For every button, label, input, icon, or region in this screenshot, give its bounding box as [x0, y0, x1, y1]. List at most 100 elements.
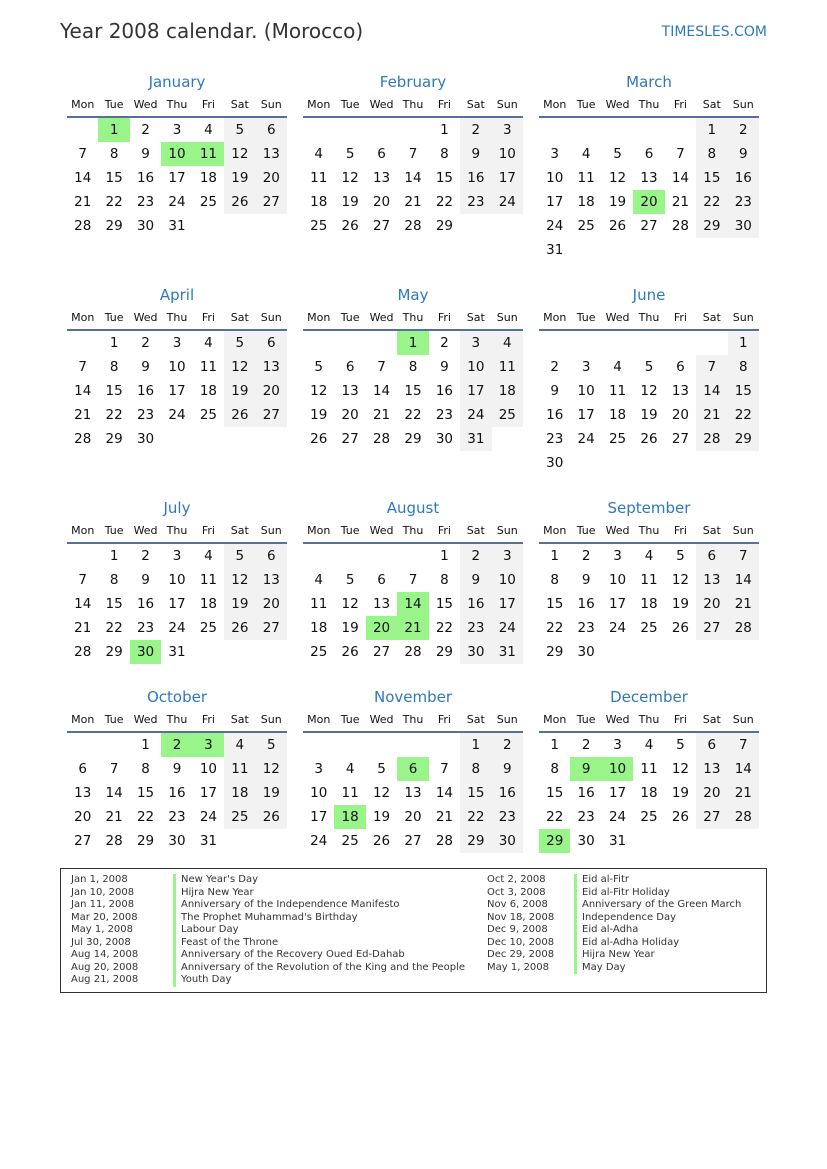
empty-cell: [334, 544, 365, 568]
day-cell: 24: [491, 190, 523, 214]
empty-cell: [429, 733, 460, 757]
day-cell: 15: [546, 596, 564, 612]
day-cell: 20: [255, 592, 287, 616]
legend-row: Jan 10, 2008 Hijra New Year: [71, 886, 471, 899]
day-cell: 12: [608, 170, 627, 186]
holiday-legend: Jan 1, 2008 New Year's Day Jan 10, 2008 Hij…: [60, 868, 767, 993]
day-cell: 23: [460, 616, 492, 640]
weekday-label: Sun: [496, 98, 518, 111]
day-cell: 17: [168, 170, 186, 186]
weekday-label: Thu: [638, 713, 660, 726]
day-cell: 29: [404, 431, 422, 447]
day-cell: 7: [408, 572, 418, 588]
day-cell: 1: [550, 548, 559, 564]
day-cell: 21: [404, 194, 422, 210]
day-cell: 24: [608, 620, 627, 636]
day-cell: 17: [608, 596, 627, 612]
holiday-day-cell: 3: [192, 733, 225, 757]
weekday-label: Tue: [576, 98, 596, 111]
day-cell: 8: [727, 355, 759, 379]
weekday-header: Mon Tue Wed Thu Fri Sat Sun: [67, 520, 287, 544]
day-cell: 4: [204, 548, 213, 564]
day-cell: 8: [109, 359, 119, 375]
holiday-name: Hijra New Year: [574, 949, 655, 962]
weekday-label: Fri: [673, 98, 687, 111]
month-august: August Mon Tue Wed Thu Fri Sat Sun 1 2 3 4 5 6 7 8 9 10 11…: [303, 496, 523, 664]
holiday-name: Hijra New Year: [173, 886, 254, 899]
day-cell: 13: [671, 383, 690, 399]
legend-row: Aug 14, 2008 Anniversary of the Recovery …: [71, 949, 471, 962]
day-cell: 25: [224, 805, 256, 829]
day-cell: 24: [577, 431, 595, 447]
page-title: Year 2008 calendar. (Morocco): [60, 19, 364, 43]
holiday-name: May Day: [574, 961, 626, 974]
weekday-header: Mon Tue Wed Thu Fri Sat Sun: [67, 307, 287, 331]
day-cell: 1: [141, 737, 150, 753]
days-grid: 1 2 3 4 5 6 7 8 9 10 11 12 13 14 15 16 17 18 19 20 21 22 23 24 2…: [303, 118, 523, 238]
day-cell: 16: [460, 592, 492, 616]
weekday-label: Mon: [543, 713, 567, 726]
day-cell: 27: [255, 190, 287, 214]
day-cell: 16: [168, 785, 186, 801]
day-cell: 12: [341, 170, 359, 186]
brand-link[interactable]: TIMESLES.COM: [661, 24, 767, 40]
day-cell: 24: [310, 833, 328, 849]
holiday-day-cell: 14: [397, 592, 429, 616]
day-cell: 30: [546, 455, 564, 471]
legend-row: Jan 11, 2008 Anniversary of the Independe…: [71, 899, 471, 912]
day-cell: 3: [172, 335, 182, 351]
holiday-date: Jan 1, 2008: [71, 874, 128, 885]
day-cell: 26: [224, 616, 256, 640]
day-cell: 6: [255, 331, 287, 355]
day-cell: 9: [460, 568, 492, 592]
weekday-label: Wed: [605, 311, 630, 324]
day-cell: 19: [640, 407, 658, 423]
weekday-label: Wed: [369, 524, 394, 537]
day-cell: 4: [204, 122, 213, 138]
day-cell: 18: [310, 620, 328, 636]
holiday-day-cell: 20: [365, 616, 398, 640]
day-cell: 23: [460, 190, 492, 214]
weekday-label: Fri: [201, 98, 215, 111]
holiday-day-cell: 9: [570, 757, 602, 781]
month-december: December Mon Tue Wed Thu Fri Sat Sun 1 2 3 4 5 6 7 8 9 10…: [539, 685, 759, 853]
month-february: February Mon Tue Wed Thu Fri Sat Sun 1 2 3 4 5 6 7 8 9 10…: [303, 70, 523, 262]
day-cell: 3: [581, 359, 591, 375]
day-cell: 11: [341, 785, 359, 801]
day-cell: 28: [435, 833, 454, 849]
weekday-label: Wed: [133, 98, 158, 111]
day-cell: 22: [546, 809, 564, 825]
weekday-label: Thu: [638, 98, 660, 111]
day-cell: 16: [577, 596, 595, 612]
day-cell: 23: [577, 809, 595, 825]
weekday-label: Thu: [166, 524, 188, 537]
day-cell: 12: [640, 383, 658, 399]
day-cell: 23: [577, 620, 595, 636]
legend-row: Oct 3, 2008 Eid al-Fitr Holiday: [487, 886, 757, 899]
day-cell: 19: [224, 592, 256, 616]
day-cell: 30: [136, 431, 155, 447]
days-grid: 1 2 3 4 5 6 7 8 9 10 11 12 13 14 15 16 17 18 19 20 21 22 23 24 2…: [303, 544, 523, 664]
weekday-label: Tue: [340, 713, 360, 726]
day-cell: 13: [74, 785, 92, 801]
day-cell: 31: [168, 644, 186, 660]
day-cell: 5: [345, 146, 355, 162]
day-cell: 22: [105, 407, 123, 423]
day-cell: 20: [372, 194, 391, 210]
day-cell: 16: [460, 166, 492, 190]
month-name: March: [626, 73, 672, 91]
day-cell: 28: [372, 431, 391, 447]
day-cell: 30: [577, 833, 595, 849]
day-cell: 25: [199, 194, 218, 210]
weekday-label: Sun: [732, 311, 754, 324]
day-cell: 13: [372, 596, 391, 612]
weekday-label: Tue: [104, 311, 124, 324]
day-cell: 19: [310, 407, 328, 423]
day-cell: 9: [460, 142, 492, 166]
day-cell: 28: [105, 833, 123, 849]
weekday-label: Mon: [307, 713, 331, 726]
day-cell: 25: [640, 620, 658, 636]
day-cell: 9: [141, 146, 150, 162]
weekday-header: Mon Tue Wed Thu Fri Sat Sun: [303, 709, 523, 733]
day-cell: 15: [105, 596, 123, 612]
